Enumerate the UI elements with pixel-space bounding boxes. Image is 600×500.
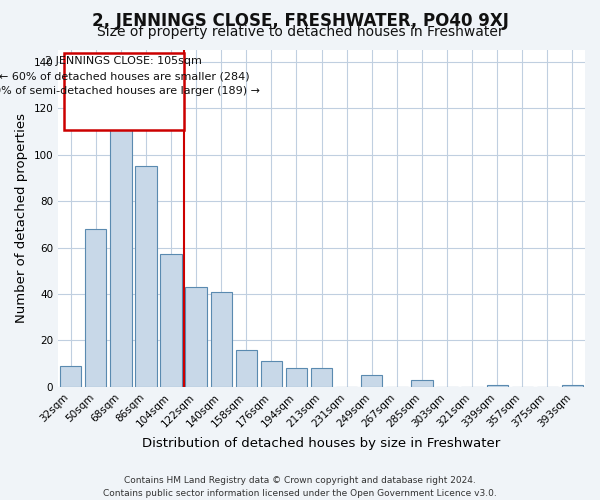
X-axis label: Distribution of detached houses by size in Freshwater: Distribution of detached houses by size …: [142, 437, 501, 450]
Bar: [60, 366, 82, 387]
Bar: [236, 350, 257, 387]
Bar: [136, 166, 157, 387]
Bar: [110, 126, 131, 387]
Bar: [487, 384, 508, 387]
Bar: [185, 287, 207, 387]
Text: Size of property relative to detached houses in Freshwater: Size of property relative to detached ho…: [97, 25, 503, 39]
Bar: [562, 384, 583, 387]
Bar: [85, 229, 106, 387]
Bar: [261, 362, 282, 387]
Bar: [361, 376, 382, 387]
Bar: [160, 254, 182, 387]
Bar: [286, 368, 307, 387]
Y-axis label: Number of detached properties: Number of detached properties: [15, 114, 28, 324]
Bar: [411, 380, 433, 387]
Bar: [311, 368, 332, 387]
Text: Contains HM Land Registry data © Crown copyright and database right 2024.
Contai: Contains HM Land Registry data © Crown c…: [103, 476, 497, 498]
Bar: [211, 292, 232, 387]
Text: 2 JENNINGS CLOSE: 105sqm
← 60% of detached houses are smaller (284)
40% of semi-: 2 JENNINGS CLOSE: 105sqm ← 60% of detach…: [0, 56, 260, 96]
Text: 2, JENNINGS CLOSE, FRESHWATER, PO40 9XJ: 2, JENNINGS CLOSE, FRESHWATER, PO40 9XJ: [92, 12, 508, 30]
